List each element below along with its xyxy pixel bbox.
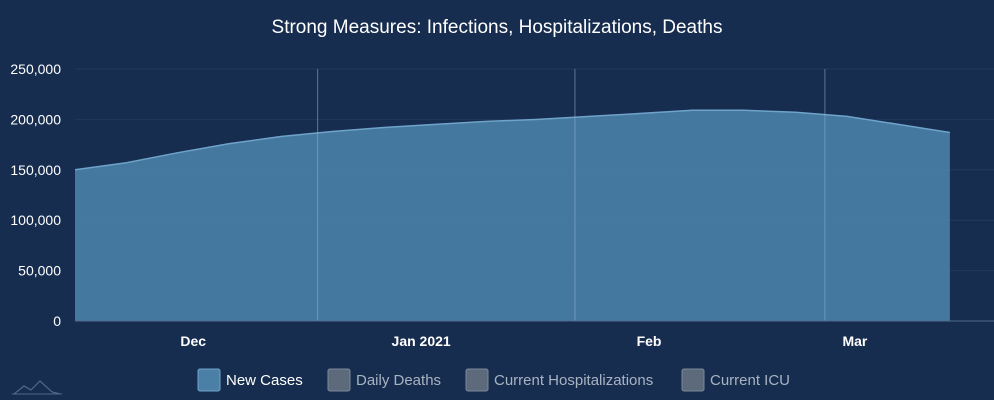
legend-item[interactable]: Current Hospitalizations bbox=[465, 368, 653, 392]
y-tick-label: 0 bbox=[53, 313, 61, 329]
y-tick-label: 250,000 bbox=[10, 61, 61, 77]
legend-swatch bbox=[197, 368, 221, 392]
legend-swatch bbox=[327, 368, 351, 392]
mountain-logo-icon bbox=[12, 380, 62, 395]
y-axis-ticks: 250,000 200,000 150,000 100,000 50,000 0 bbox=[10, 61, 61, 329]
x-tick-label: Feb bbox=[637, 333, 662, 349]
x-tick-label: Dec bbox=[180, 333, 206, 349]
area-layer bbox=[74, 109, 951, 321]
y-tick-label: 100,000 bbox=[10, 212, 61, 228]
new-cases-line bbox=[74, 109, 951, 171]
legend-item[interactable]: Current ICU bbox=[681, 368, 790, 392]
legend: New Cases Daily Deaths Current Hospitaliza… bbox=[197, 368, 790, 392]
legend-label: Daily Deaths bbox=[356, 372, 441, 389]
new-cases-area bbox=[75, 110, 950, 321]
chart-title: Strong Measures: Infections, Hospitaliza… bbox=[272, 17, 723, 38]
legend-swatch bbox=[465, 368, 489, 392]
y-tick-label: 200,000 bbox=[10, 111, 61, 127]
x-tick-label: Mar bbox=[842, 333, 867, 349]
y-tick-label: 150,000 bbox=[10, 162, 61, 178]
x-axis-ticks: Dec Jan 2021 Feb Mar bbox=[180, 333, 868, 349]
y-tick-label: 50,000 bbox=[18, 263, 61, 279]
x-tick-label: Jan 2021 bbox=[392, 333, 451, 349]
legend-label: Current ICU bbox=[710, 372, 790, 389]
legend-item[interactable]: Daily Deaths bbox=[327, 368, 441, 392]
legend-item[interactable]: New Cases bbox=[197, 368, 303, 392]
legend-swatch bbox=[681, 368, 705, 392]
vertical-gridlines bbox=[317, 69, 826, 321]
legend-label: New Cases bbox=[226, 372, 303, 389]
legend-label: Current Hospitalizations bbox=[494, 372, 653, 389]
